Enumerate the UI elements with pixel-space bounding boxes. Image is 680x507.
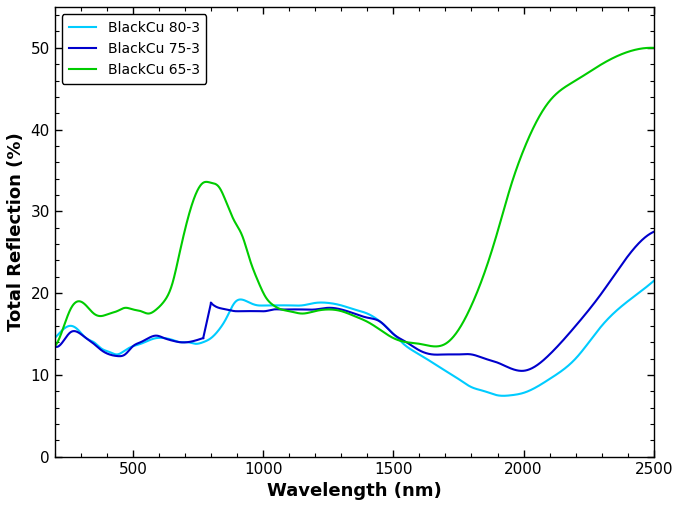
BlackCu 65-3 xyxy=(50,343,58,349)
BlackCu 65-3 xyxy=(81,302,89,308)
BlackCu 65-3 xyxy=(326,306,335,312)
BlackCu 65-3 xyxy=(649,45,658,51)
BlackCu 80-3 xyxy=(632,292,641,298)
BlackCu 75-3 xyxy=(459,351,467,357)
BlackCu 75-3 xyxy=(649,229,658,235)
BlackCu 80-3 xyxy=(632,292,641,298)
BlackCu 75-3 xyxy=(412,345,420,351)
BlackCu 80-3 xyxy=(81,335,89,341)
BlackCu 80-3 xyxy=(50,335,58,341)
BlackCu 80-3 xyxy=(649,278,658,284)
X-axis label: Wavelength (nm): Wavelength (nm) xyxy=(267,482,441,500)
BlackCu 65-3 xyxy=(632,47,641,53)
BlackCu 80-3 xyxy=(342,304,350,310)
BlackCu 65-3 xyxy=(342,310,350,316)
Line: BlackCu 65-3: BlackCu 65-3 xyxy=(54,48,653,346)
BlackCu 75-3 xyxy=(241,308,250,314)
BlackCu 65-3 xyxy=(523,139,531,146)
BlackCu 65-3 xyxy=(647,45,656,51)
BlackCu 75-3 xyxy=(517,368,526,374)
Legend: BlackCu 80-3, BlackCu 75-3, BlackCu 65-3: BlackCu 80-3, BlackCu 75-3, BlackCu 65-3 xyxy=(62,14,207,84)
BlackCu 75-3 xyxy=(207,300,215,306)
BlackCu 65-3 xyxy=(632,47,641,53)
Y-axis label: Total Reflection (%): Total Reflection (%) xyxy=(7,132,25,331)
BlackCu 80-3 xyxy=(499,393,507,399)
BlackCu 65-3 xyxy=(431,343,439,349)
BlackCu 80-3 xyxy=(523,389,531,395)
BlackCu 75-3 xyxy=(404,340,412,346)
BlackCu 80-3 xyxy=(326,300,335,306)
Line: BlackCu 80-3: BlackCu 80-3 xyxy=(54,281,653,396)
Line: BlackCu 75-3: BlackCu 75-3 xyxy=(211,232,653,371)
BlackCu 75-3 xyxy=(259,308,267,314)
BlackCu 75-3 xyxy=(395,335,403,341)
